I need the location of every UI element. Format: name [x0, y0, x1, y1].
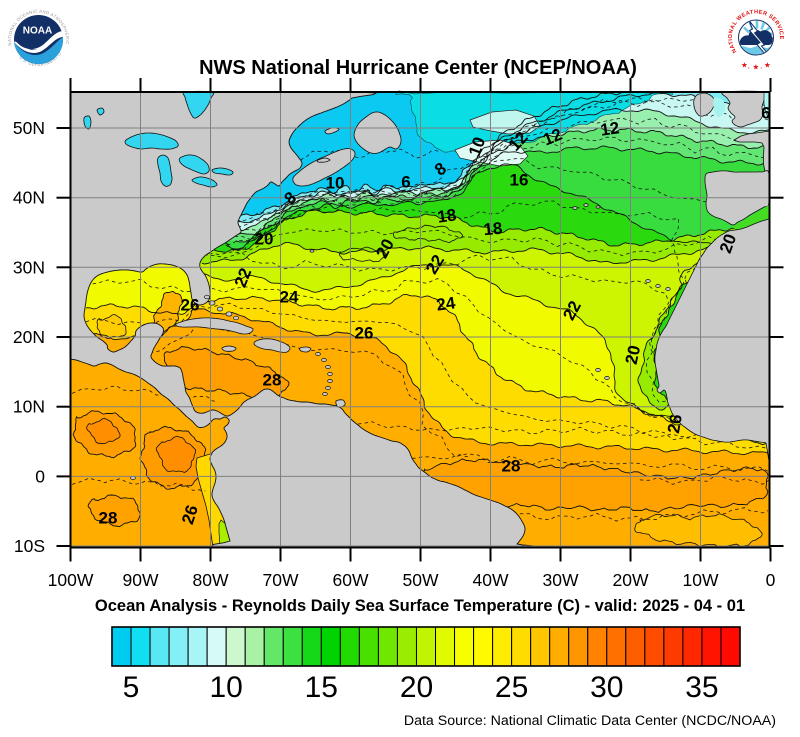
svg-text:50N: 50N [13, 118, 45, 138]
svg-text:40W: 40W [473, 570, 509, 590]
svg-text:10W: 10W [683, 570, 719, 590]
svg-text:100W: 100W [48, 570, 94, 590]
svg-text:28: 28 [502, 456, 521, 475]
svg-text:26: 26 [178, 503, 202, 527]
svg-text:16: 16 [510, 170, 529, 189]
svg-text:30W: 30W [543, 570, 579, 590]
svg-text:50W: 50W [403, 570, 439, 590]
svg-text:10: 10 [210, 671, 243, 704]
svg-text:15: 15 [305, 671, 338, 704]
svg-text:•: • [748, 65, 750, 70]
svg-text:26: 26 [355, 323, 374, 342]
svg-text:80W: 80W [193, 570, 229, 590]
svg-text:0: 0 [766, 570, 776, 590]
svg-text:28: 28 [263, 370, 282, 389]
svg-text:★: ★ [753, 63, 760, 72]
svg-text:20: 20 [622, 344, 645, 366]
svg-text:35: 35 [685, 671, 718, 704]
svg-text:6: 6 [401, 172, 410, 191]
svg-text:NOAA: NOAA [23, 26, 52, 37]
svg-text:10: 10 [326, 173, 345, 192]
svg-text:6: 6 [761, 103, 770, 122]
svg-text:12: 12 [599, 118, 620, 139]
svg-text:Ocean Analysis - Reynolds Dail: Ocean Analysis - Reynolds Daily Sea Surf… [95, 597, 745, 615]
svg-text:20N: 20N [13, 327, 45, 347]
svg-text:30N: 30N [13, 257, 45, 277]
svg-text:20: 20 [255, 229, 274, 248]
svg-text:24: 24 [280, 287, 299, 306]
svg-text:•: • [761, 65, 763, 70]
svg-text:26: 26 [664, 413, 686, 435]
svg-text:★: ★ [741, 61, 748, 70]
svg-text:90W: 90W [123, 570, 159, 590]
svg-text:5: 5 [123, 671, 140, 704]
svg-text:20W: 20W [613, 570, 649, 590]
svg-text:18: 18 [436, 205, 457, 226]
svg-text:70W: 70W [263, 570, 299, 590]
svg-text:★: ★ [764, 61, 771, 70]
svg-text:10N: 10N [13, 397, 45, 417]
svg-text:18: 18 [483, 219, 504, 240]
svg-text:0: 0 [35, 466, 45, 486]
svg-text:20: 20 [400, 671, 433, 704]
svg-text:28: 28 [99, 508, 118, 527]
svg-text:25: 25 [495, 671, 528, 704]
svg-text:26: 26 [181, 295, 200, 314]
svg-text:10S: 10S [14, 536, 45, 556]
svg-text:60W: 60W [333, 570, 369, 590]
svg-text:24: 24 [435, 293, 457, 315]
svg-text:Data Source: National Climatic: Data Source: National Climatic Data Cent… [404, 713, 776, 729]
svg-text:NWS National Hurricane Center: NWS National Hurricane Center (NCEP/NOAA… [199, 57, 637, 79]
svg-text:30: 30 [590, 671, 623, 704]
svg-text:40N: 40N [13, 188, 45, 208]
